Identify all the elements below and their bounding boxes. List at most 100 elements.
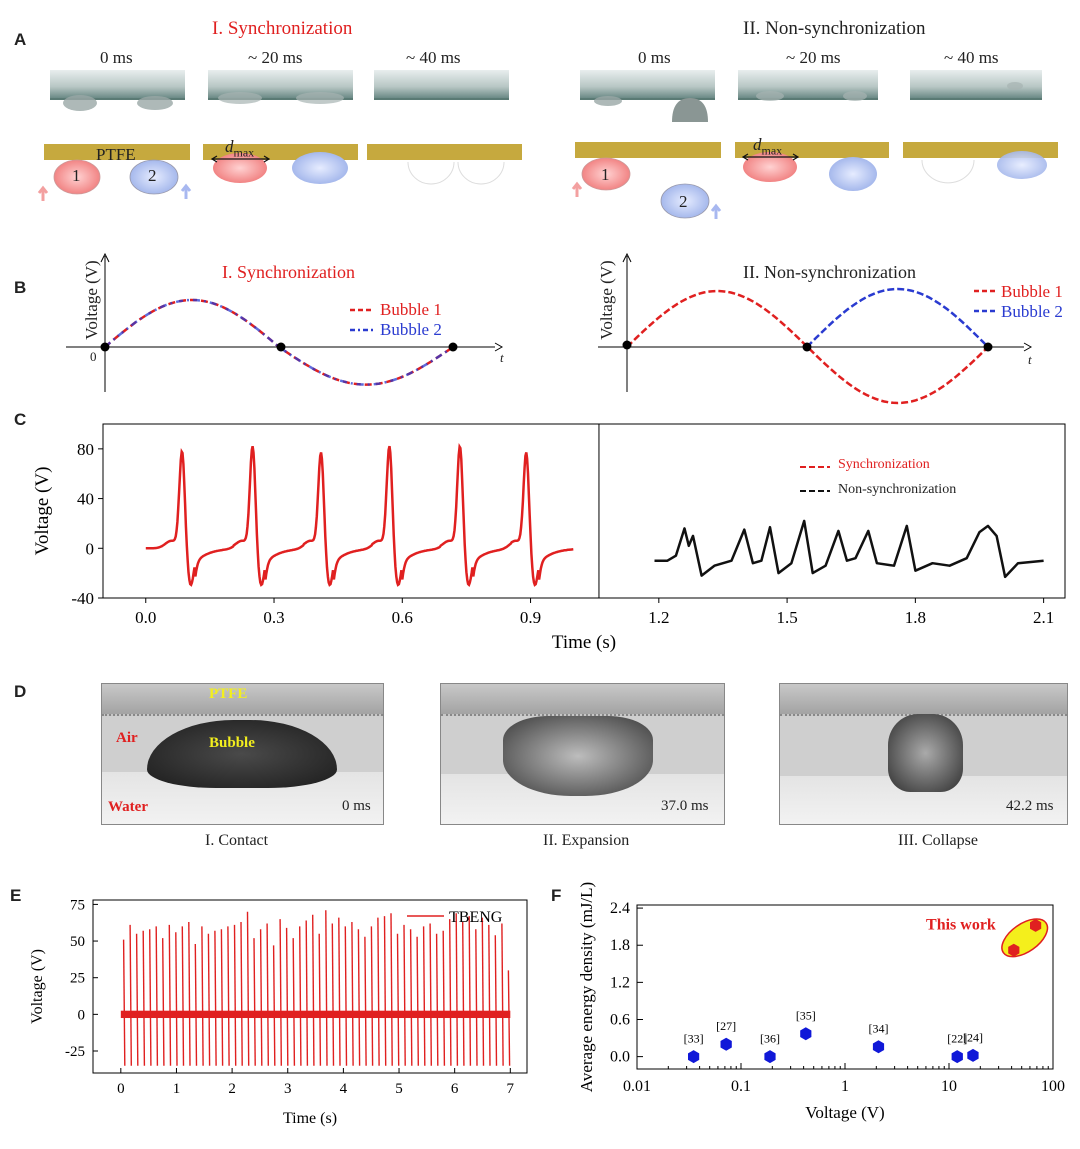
e-spike — [129, 924, 132, 1066]
e-spike — [507, 970, 511, 1066]
e-spike — [331, 923, 335, 1066]
b-sync-legend-bubble2: Bubble 2 — [380, 320, 442, 339]
e-spike — [338, 917, 341, 1066]
d-frame-expansion: 37.0 ms — [440, 683, 725, 825]
f-ytick-label: 0.0 — [610, 1049, 630, 1066]
d-air-label: Air — [116, 730, 138, 746]
e-spike — [266, 923, 269, 1066]
b-sync-x-arrow — [494, 342, 504, 352]
e-spike — [272, 945, 276, 1066]
d-time-42: 42.2 ms — [1006, 798, 1054, 814]
c-nonsync-series — [654, 519, 1044, 579]
f-this-work-label: This work — [926, 916, 996, 933]
a-ptfe-plate-nonsync-0 — [575, 142, 721, 158]
f-this-work-highlight — [1001, 918, 1049, 958]
d-time-37: 37.0 ms — [661, 798, 709, 814]
e-spike — [468, 916, 472, 1066]
e-spike — [364, 936, 367, 1066]
f-ref-label: [34] — [869, 1022, 889, 1036]
f-ref-label: [22] — [947, 1032, 967, 1046]
e-ytick-label: 50 — [70, 934, 85, 950]
f-xtick-label: 10 — [941, 1078, 957, 1095]
e-spike — [488, 924, 491, 1066]
e-spike — [390, 913, 393, 1066]
f-ytick-label: 2.4 — [610, 900, 630, 917]
a-ptfe-plate-sync-0 — [44, 144, 190, 160]
f-ref-point — [688, 1050, 700, 1064]
e-spike — [494, 935, 498, 1066]
d-time-0: 0 ms — [342, 798, 371, 814]
f-xlabel: Voltage (V) — [805, 1103, 884, 1122]
a-dmax-label-nonsync: dmax — [753, 135, 782, 158]
b-sync-node-0 — [100, 342, 110, 352]
e-xtick-label: 2 — [228, 1081, 236, 1097]
e-spike — [227, 926, 230, 1066]
e-spike — [370, 926, 374, 1066]
e-ytick-label: 75 — [70, 897, 85, 913]
c-xtick-label: 0.3 — [263, 608, 284, 627]
c-xtick-label: 1.5 — [776, 608, 797, 627]
e-spike — [135, 933, 139, 1066]
b-sync-node-2 — [448, 342, 458, 352]
panel-c-label: C — [14, 410, 27, 429]
e-legend-label: TBENG — [449, 909, 503, 926]
e-spike — [246, 911, 250, 1066]
e-spike — [279, 919, 282, 1066]
b-nonsync-x-arrow — [1023, 342, 1033, 352]
e-ytick-label: 25 — [70, 971, 85, 987]
f-xtick-label: 0.1 — [731, 1078, 751, 1095]
e-xtick-label: 3 — [284, 1081, 292, 1097]
b-sync-xlabel: t — [500, 350, 504, 365]
a-photo-nonsync-0 — [580, 70, 715, 100]
e-spike — [240, 921, 243, 1066]
d-caption-collapse: III. Collapse — [898, 832, 978, 849]
a-bubble2-label-nonsync: 2 — [679, 192, 688, 211]
panel-a-nonsync-title: II. Non-synchronization — [743, 18, 926, 39]
c-xtick-label: 0.9 — [520, 608, 541, 627]
b-sync-y-arrow — [100, 252, 110, 263]
e-spike — [318, 933, 322, 1066]
e-spike — [299, 926, 302, 1066]
a-photo-sync-40 — [374, 70, 509, 100]
a-sync-time-0: 0 ms — [100, 48, 133, 67]
e-spike — [220, 929, 224, 1066]
f-this-work-point — [1008, 943, 1020, 957]
e-spike — [181, 926, 185, 1066]
e-spike — [357, 929, 361, 1066]
e-spike — [259, 929, 263, 1066]
c-xtick-label: 0.0 — [135, 608, 156, 627]
a-bubble2-label-sync: 2 — [148, 166, 157, 185]
f-xtick-label: 1 — [841, 1078, 849, 1095]
e-ytick-label: 0 — [78, 1007, 86, 1023]
f-this-work-point — [1030, 918, 1042, 932]
e-xtick-label: 1 — [173, 1081, 181, 1097]
f-xtick-label: 0.01 — [623, 1078, 651, 1095]
e-spike — [122, 939, 126, 1066]
e-spike — [396, 933, 400, 1066]
e-spike — [351, 921, 354, 1066]
e-spike — [325, 910, 328, 1066]
b-nonsync-node-2 — [983, 342, 993, 352]
e-spike — [422, 926, 426, 1066]
panel-b-label: B — [14, 278, 27, 297]
a-dmax-label-sync: dmax — [225, 137, 254, 160]
c-xtick-label: 1.2 — [648, 608, 669, 627]
d-frame-collapse: 42.2 ms — [779, 683, 1068, 825]
b-nonsync-legend-bubble2: Bubble 2 — [1001, 302, 1063, 321]
b-nonsync-node-1 — [802, 342, 812, 352]
panel-b-nonsync-title: II. Non-synchronization — [743, 262, 916, 282]
f-ref-point — [951, 1050, 963, 1064]
panel-b-schematic — [66, 252, 1033, 405]
a-sync-time-40: ~ 40 ms — [406, 48, 461, 67]
e-spike — [429, 923, 432, 1066]
e-spike — [403, 924, 406, 1066]
f-ref-point — [720, 1037, 732, 1051]
f-ref-label: [33] — [684, 1032, 704, 1046]
b-sync-node-1 — [276, 342, 286, 352]
f-ref-label: [27] — [716, 1019, 736, 1033]
e-spike — [344, 926, 348, 1066]
e-xlabel: Time (s) — [283, 1110, 337, 1127]
f-ref-label: [35] — [796, 1009, 816, 1023]
e-spike — [416, 936, 419, 1066]
e-frame — [92, 899, 528, 1074]
